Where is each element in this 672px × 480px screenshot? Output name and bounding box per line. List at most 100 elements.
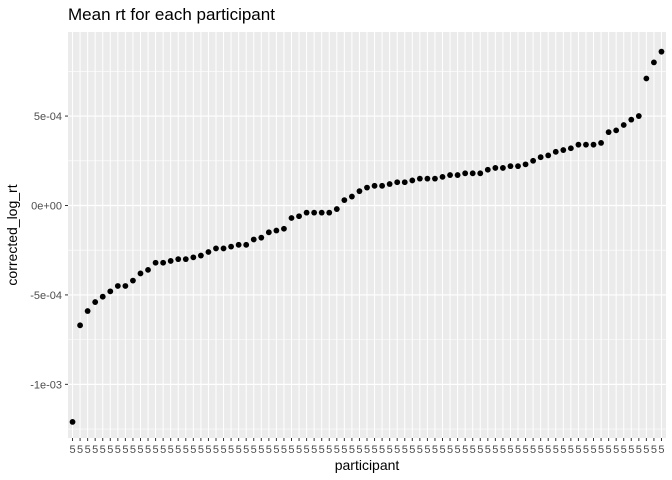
data-point xyxy=(107,288,114,295)
data-point xyxy=(515,163,521,170)
x-tick-label: 5 xyxy=(553,444,559,456)
x-tick-label: 5 xyxy=(522,444,528,456)
data-point xyxy=(197,252,204,259)
x-tick-label: 5 xyxy=(598,444,604,456)
x-tick-label: 5 xyxy=(371,444,377,456)
data-point xyxy=(130,277,136,284)
y-axis: 5e-04 0e+00 -5e-04 -1e-03 xyxy=(30,111,68,391)
x-tick-label: 5 xyxy=(402,444,408,456)
x-tick-label: 5 xyxy=(183,444,189,456)
data-point xyxy=(379,182,386,189)
y-tick-label: 0e+00 xyxy=(31,200,62,212)
data-point xyxy=(416,175,423,182)
x-tick-label: 5 xyxy=(470,444,476,456)
x-tick-label: 5 xyxy=(334,444,340,456)
data-point xyxy=(484,166,491,173)
data-point xyxy=(182,256,189,263)
data-point xyxy=(205,249,212,255)
x-tick-label: 5 xyxy=(213,444,219,456)
x-tick-label: 5 xyxy=(228,444,234,456)
data-point xyxy=(84,308,91,314)
x-tick-label: 5 xyxy=(621,444,627,456)
data-point xyxy=(386,181,393,187)
x-tick-label: 5 xyxy=(356,444,362,456)
x-tick-label: 5 xyxy=(319,444,325,456)
x-tick-label: 5 xyxy=(432,444,438,456)
x-tick-label: 5 xyxy=(492,444,498,456)
data-point xyxy=(613,127,620,134)
x-tick-label: 5 xyxy=(643,444,649,456)
data-point xyxy=(567,145,574,152)
data-point xyxy=(492,165,499,171)
x-tick-label: 5 xyxy=(500,444,506,456)
data-point xyxy=(213,245,219,252)
x-tick-label: 5 xyxy=(288,444,294,456)
data-point xyxy=(651,59,657,66)
data-point xyxy=(77,322,83,329)
x-tick-label: 5 xyxy=(424,444,430,456)
x-gridlines xyxy=(72,32,662,438)
data-point xyxy=(658,48,665,55)
data-point xyxy=(167,258,174,264)
data-point xyxy=(439,173,446,180)
x-tick-label: 5 xyxy=(651,444,657,456)
x-tick-label: 5 xyxy=(236,444,242,456)
x-tick-label: 5 xyxy=(205,444,211,456)
data-point xyxy=(469,170,476,177)
data-point xyxy=(175,256,182,263)
x-tick-label: 5 xyxy=(160,444,166,456)
data-point xyxy=(605,129,612,136)
x-tick-label: 5 xyxy=(243,444,249,456)
x-tick-label: 5 xyxy=(220,444,226,456)
x-tick-label: 5 xyxy=(107,444,113,456)
x-tick-label: 5 xyxy=(560,444,566,456)
data-point xyxy=(371,182,378,189)
data-point xyxy=(560,147,567,153)
data-point xyxy=(160,259,167,266)
data-point xyxy=(454,172,461,178)
data-point xyxy=(409,177,416,184)
data-point xyxy=(522,161,529,168)
data-point xyxy=(137,270,144,277)
data-point xyxy=(545,152,552,159)
data-point xyxy=(99,293,106,300)
data-point xyxy=(341,197,348,204)
chart-title: Mean rt for each participant xyxy=(68,5,275,24)
x-tick-label: 5 xyxy=(266,444,272,456)
data-point xyxy=(288,215,295,221)
x-tick-label: 5 xyxy=(115,444,121,456)
x-tick-label: 5 xyxy=(658,444,664,456)
data-point xyxy=(477,170,484,177)
x-tick-label: 5 xyxy=(507,444,513,456)
x-tick-label: 5 xyxy=(77,444,83,456)
data-point xyxy=(69,419,76,425)
x-tick-label: 5 xyxy=(583,444,589,456)
x-tick-label: 5 xyxy=(69,444,75,456)
x-tick-label: 5 xyxy=(613,444,619,456)
data-point xyxy=(635,113,642,119)
x-tick-label: 5 xyxy=(394,444,400,456)
x-tick-label: 5 xyxy=(439,444,445,456)
x-tick-label: 5 xyxy=(281,444,287,456)
x-tick-label: 5 xyxy=(190,444,196,456)
data-point xyxy=(273,227,280,234)
x-tick-label: 5 xyxy=(387,444,393,456)
y-axis-title: corrected_log_rt xyxy=(4,184,20,285)
data-point xyxy=(318,209,325,216)
data-point xyxy=(250,236,257,243)
x-tick-label: 5 xyxy=(575,444,581,456)
x-tick-label: 5 xyxy=(545,444,551,456)
x-tick-label: 5 xyxy=(538,444,544,456)
x-tick-label: 5 xyxy=(455,444,461,456)
x-tick-label: 5 xyxy=(568,444,574,456)
x-tick-label: 5 xyxy=(304,444,310,456)
data-point xyxy=(303,209,310,216)
data-point xyxy=(530,157,537,164)
data-point xyxy=(190,254,197,261)
data-point xyxy=(500,165,506,171)
data-point xyxy=(326,209,333,216)
x-tick-label: 5 xyxy=(590,444,596,456)
data-point xyxy=(537,154,544,161)
